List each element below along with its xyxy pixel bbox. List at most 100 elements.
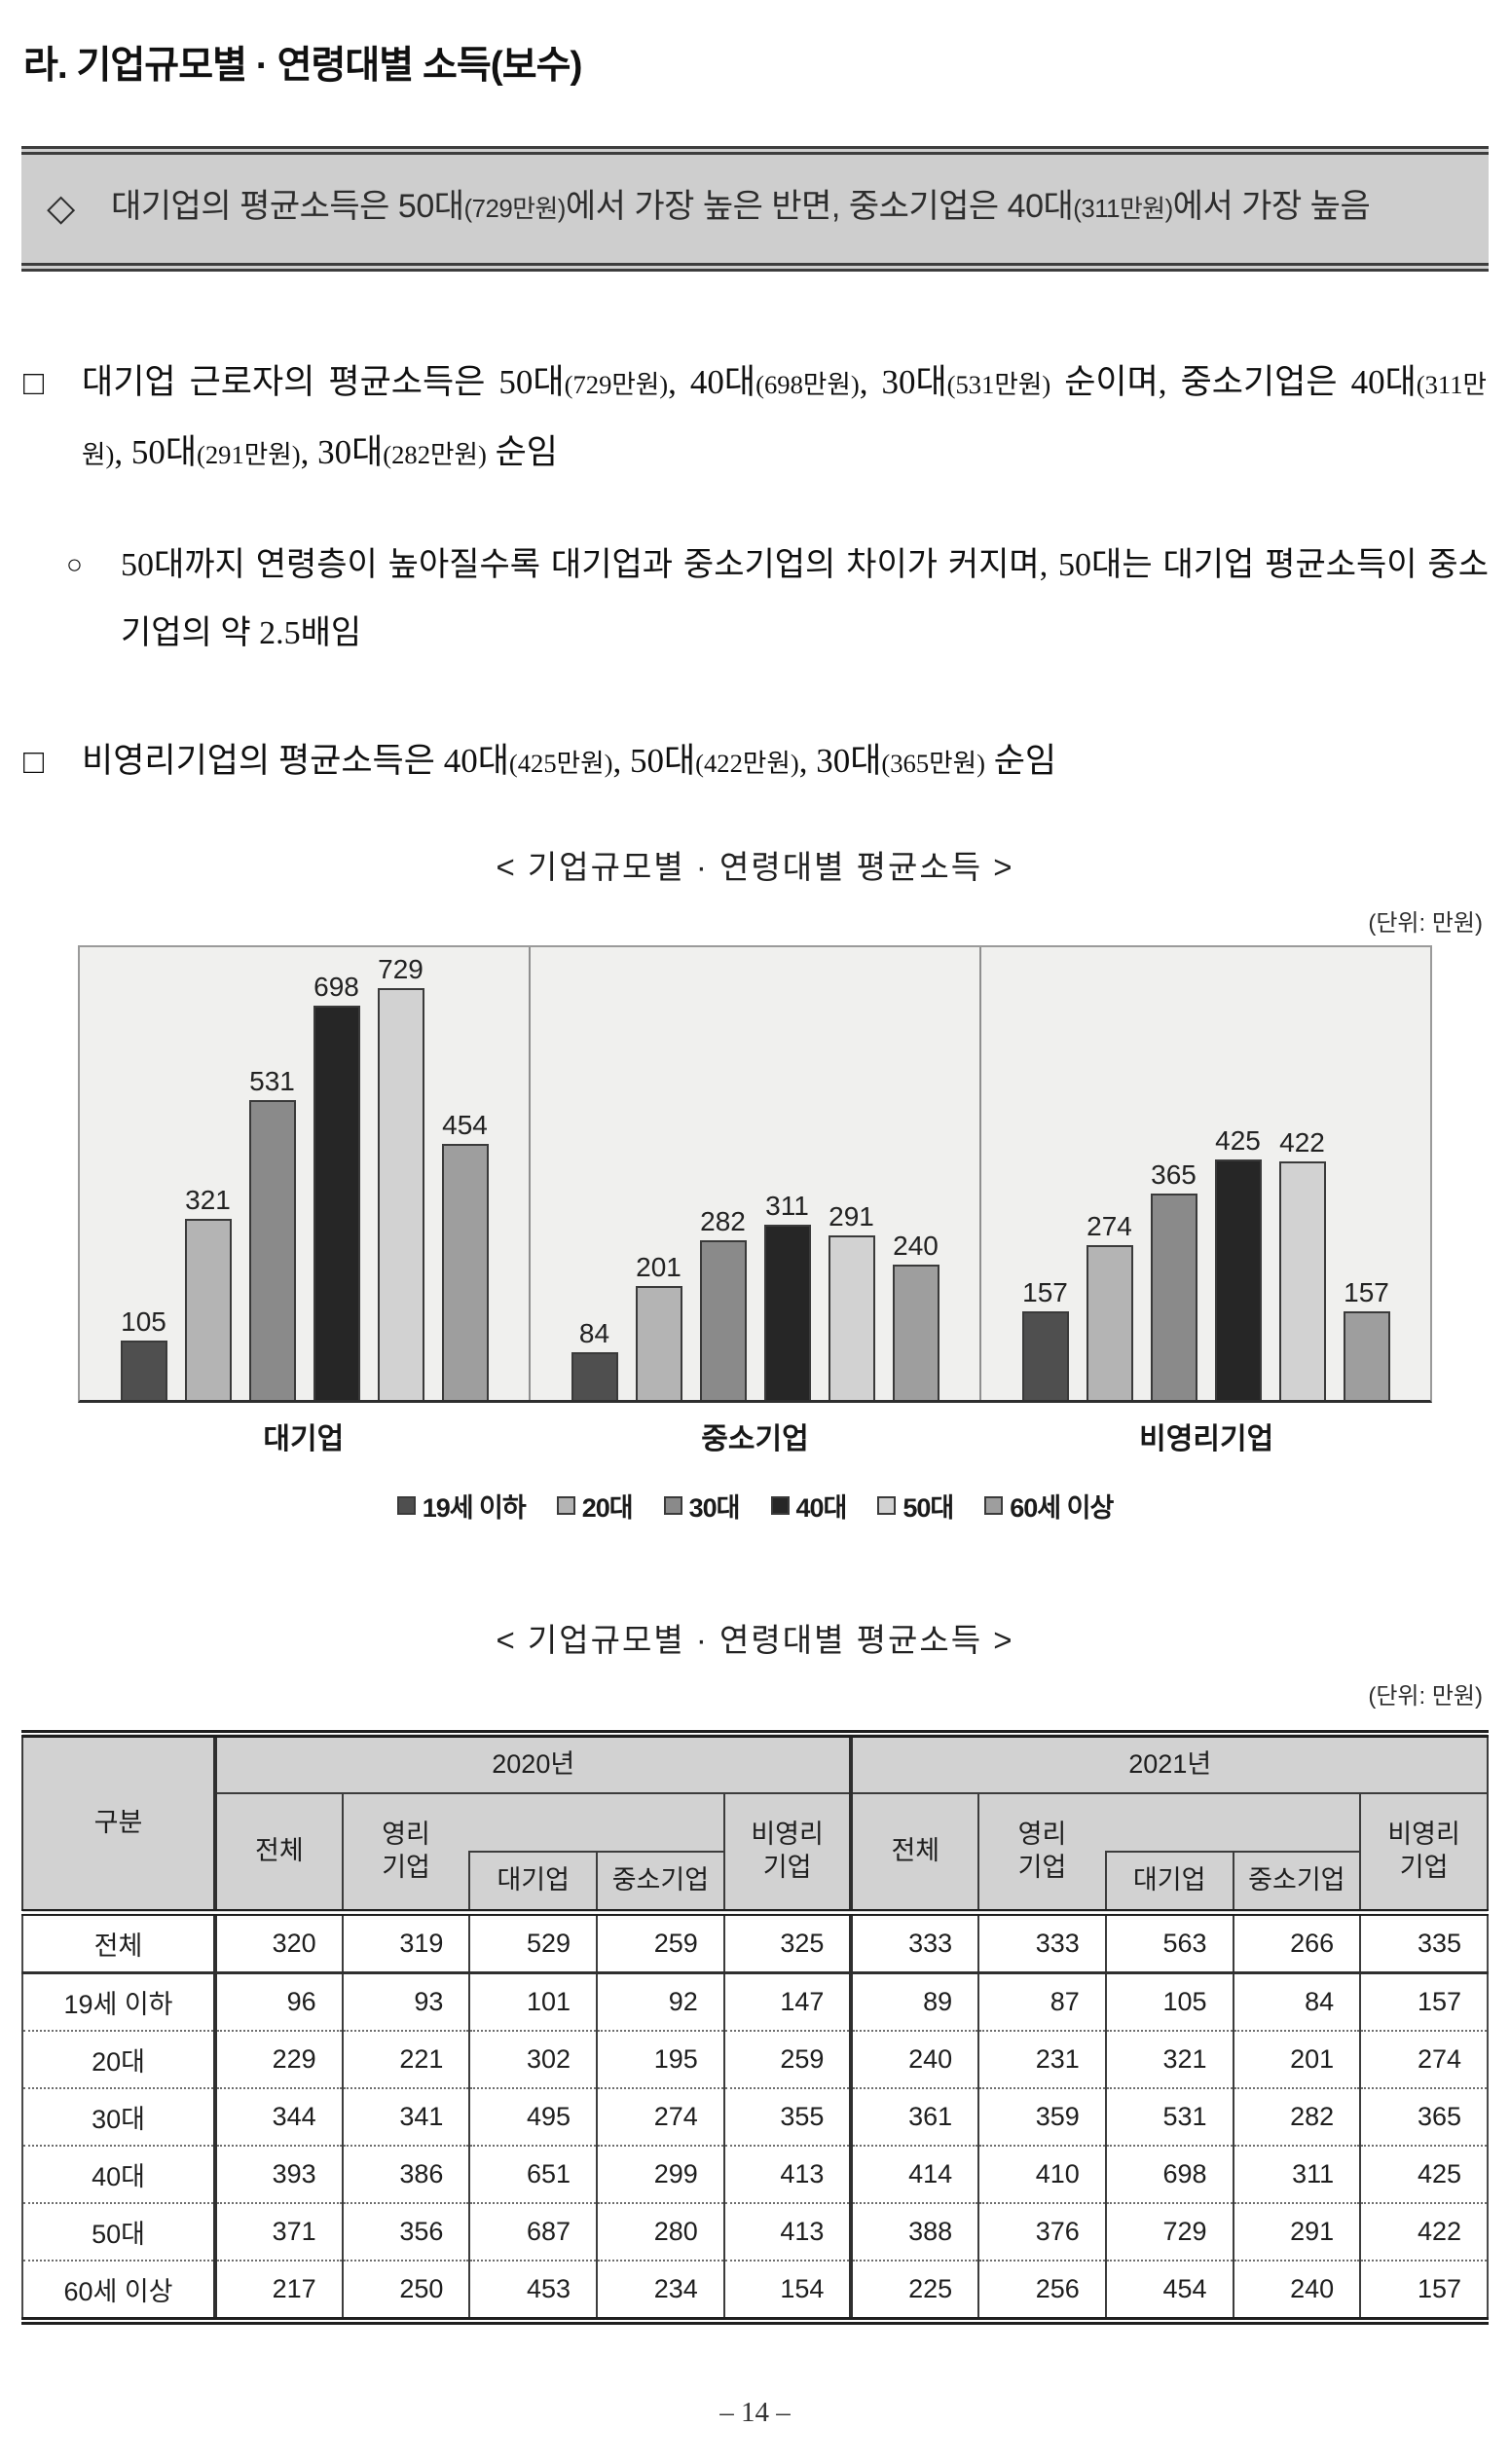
table-subheader-profit: 영리 기업	[977, 1791, 1106, 1914]
paragraph-text: 비영리기업의 평균소득은 40대(425만원), 50대(422만원), 30대…	[82, 742, 1056, 780]
legend-swatch-icon	[770, 1495, 790, 1515]
bar-value-label: 365	[1151, 1158, 1197, 1190]
bar-50대	[1278, 1160, 1326, 1400]
text-segment: (698만원)	[755, 369, 860, 399]
table-cell: 341	[341, 2086, 470, 2146]
table-row: 60세 이상 217 250 453 234 154 225 256 454 240 157	[22, 2259, 1488, 2321]
legend-item: 19세 이하	[396, 1487, 527, 1525]
table-subheader-spacer	[1105, 1791, 1362, 1853]
chart-group-1: 105 321 531 698 729 454	[80, 946, 531, 1400]
table-cell: 282	[1232, 2086, 1361, 2146]
chart-group-2: 84 201 282 311 291 240	[531, 946, 981, 1400]
chart-legend: 19세 이하 20대 30대 40대 50대 60세 이상	[21, 1487, 1489, 1525]
table-cell: 563	[1104, 1908, 1234, 1973]
legend-label: 19세 이하	[422, 1492, 527, 1523]
bar-column: 311	[755, 1192, 820, 1400]
table-cell: 361	[849, 2086, 979, 2146]
table-cell: 259	[722, 2029, 852, 2088]
bar-column: 365	[1142, 1158, 1206, 1400]
bar-column: 454	[433, 1111, 497, 1400]
bar-value-label: 201	[636, 1251, 681, 1282]
text-segment: (729만원)	[463, 196, 567, 223]
table-cell: 240	[1232, 2259, 1361, 2321]
legend-swatch-icon	[877, 1495, 897, 1515]
table-subheader-sme: 중소기업	[1232, 1850, 1362, 1914]
table-cell: 414	[849, 2144, 979, 2203]
legend-label: 60세 이상	[1010, 1492, 1114, 1523]
row-label: 19세 이하	[22, 1970, 217, 2031]
chart-category-label: 비영리기업	[1139, 1422, 1274, 1455]
bar-50대	[377, 987, 424, 1400]
table-cell: 333	[977, 1908, 1106, 1973]
text-segment: 대기업의 평균소득은 50대	[111, 188, 464, 225]
text-segment: 순임	[984, 741, 1057, 780]
table-cell: 311	[1232, 2144, 1361, 2203]
table-cell: 147	[722, 1970, 852, 2031]
text-segment: (531만원)	[946, 369, 1051, 399]
table-row: 19세 이하 96 93 101 92 147 89 87 105 84 157	[22, 1970, 1488, 2031]
diamond-bullet-icon: ◇	[47, 188, 75, 229]
table-cell: 299	[596, 2144, 724, 2203]
table-cell: 274	[1359, 2029, 1488, 2088]
page-number: – 14 –	[719, 2396, 791, 2428]
square-bullet-icon: □	[23, 363, 45, 402]
table-wrap: 구분 2020년 2021년 전체 영리 기업 비영리 기업 전체 영리 기업 …	[21, 1729, 1489, 2325]
bar-value-label: 729	[378, 953, 424, 984]
bar-value-label: 282	[700, 1205, 746, 1236]
text-segment: 에서 가장 높은 반면, 중소기업은 40대	[565, 188, 1074, 225]
table-cell: 101	[468, 1970, 598, 2031]
text-segment: (422만원)	[695, 748, 799, 778]
table-row: 50대 371 356 687 280 413 388 376 729 291 422	[22, 2201, 1488, 2261]
text-segment: (311만원)	[82, 369, 1488, 469]
income-table: 구분 2020년 2021년 전체 영리 기업 비영리 기업 전체 영리 기업 …	[21, 1729, 1489, 2325]
table-cell: 531	[1104, 2086, 1234, 2146]
row-label: 40대	[22, 2144, 217, 2203]
table-cell: 240	[849, 2029, 979, 2088]
table-cell: 250	[341, 2259, 470, 2321]
text-segment: 에서 가장 높음	[1172, 188, 1371, 225]
table-cell: 157	[1359, 2259, 1488, 2321]
table-cell: 376	[977, 2201, 1106, 2261]
text-segment: 비영리기업의 평균소득은 40대	[82, 741, 509, 780]
text-segment: , 30대	[859, 362, 947, 401]
table-cell: 529	[468, 1908, 598, 1973]
bar-19세 이하	[571, 1351, 618, 1400]
row-label: 50대	[22, 2201, 217, 2261]
table-row: 40대 393 386 651 299 413 414 410 698 311 425	[22, 2144, 1488, 2203]
text-segment: , 50대	[612, 741, 696, 780]
table-cell: 259	[596, 1908, 724, 1973]
table-cell: 319	[341, 1908, 470, 1973]
table-cell: 96	[214, 1970, 343, 2031]
table-cell: 344	[214, 2086, 343, 2146]
table-title: < 기업규모별 · 연령대별 평균소득 >	[496, 1621, 1014, 1658]
table-cell: 217	[214, 2259, 343, 2321]
bar-value-label: 425	[1215, 1124, 1261, 1156]
chart-unit-label: (단위: 만원)	[1368, 909, 1483, 937]
bar-60세 이상	[892, 1264, 939, 1400]
table-cell: 393	[214, 2144, 343, 2203]
table-subheader-spacer	[469, 1791, 725, 1853]
table-cell: 413	[722, 2201, 852, 2261]
bar-column: 84	[563, 1319, 627, 1400]
summary-text: 대기업의 평균소득은 50대(729만원)에서 가장 높은 반면, 중소기업은 …	[111, 188, 1371, 225]
table-cell: 92	[596, 1970, 724, 2031]
bar-40대	[1214, 1158, 1262, 1400]
chart-category-label: 중소기업	[701, 1422, 809, 1455]
table-cell: 302	[468, 2029, 598, 2088]
bar-50대	[828, 1234, 875, 1400]
table-cell: 266	[1232, 1908, 1361, 1973]
text-segment: (729만원)	[564, 369, 669, 399]
table-cell: 687	[468, 2201, 598, 2261]
table-cell: 221	[341, 2029, 470, 2088]
text-segment: (282만원)	[383, 439, 487, 469]
table-year-header-2020: 2020년	[213, 1732, 853, 1794]
table-row: 20대 229 221 302 195 259 240 231 321 201 274	[22, 2029, 1488, 2088]
chart-category-labels: 대기업 중소기업 비영리기업	[78, 1415, 1432, 1457]
table-row: 전체 320 319 529 259 325 333 333 563 266 335	[22, 1908, 1488, 1973]
table-subheader-total: 전체	[849, 1791, 980, 1914]
bar-value-label: 274	[1086, 1210, 1132, 1241]
table-cell: 321	[1104, 2029, 1234, 2088]
bar-value-label: 531	[249, 1065, 295, 1096]
paragraph-text: 대기업 근로자의 평균소득은 50대(729만원), 40대(698만원), 3…	[82, 363, 1487, 471]
